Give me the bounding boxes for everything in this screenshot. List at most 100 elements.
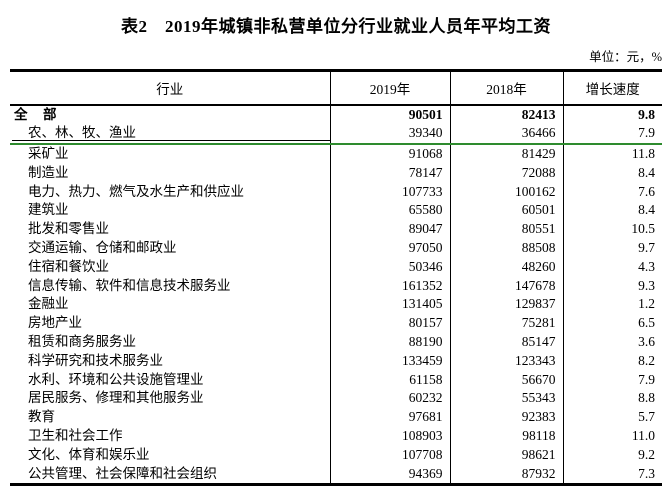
y2018-cell: 48260 <box>449 257 563 277</box>
y2018-cell: 92383 <box>449 408 563 428</box>
growth-cell: 8.2 <box>562 351 662 371</box>
growth-cell: 11.8 <box>562 144 662 164</box>
growth-cell: 5.7 <box>562 408 662 428</box>
industry-cell: 文化、体育和娱乐业 <box>28 446 150 462</box>
table-row: 租赁和商务服务业 88190 85147 3.6 <box>10 333 662 352</box>
table-row: 信息传输、软件和信息技术服务业 161352 147678 9.3 <box>10 276 662 296</box>
y2018-cell: 88508 <box>449 239 563 258</box>
y2018-cell: 36466 <box>449 124 563 146</box>
industry-cell: 科学研究和技术服务业 <box>28 352 163 368</box>
table-row: 采矿业 91068 81429 11.8 <box>10 144 662 164</box>
growth-cell: 1.2 <box>562 295 662 315</box>
industry-cell: 卫生和社会工作 <box>28 428 123 444</box>
y2018-cell: 72088 <box>449 163 563 183</box>
growth-cell: 8.8 <box>562 389 662 409</box>
table-row: 卫生和社会工作 108903 98118 11.0 <box>10 427 662 446</box>
y2019-cell: 88190 <box>329 333 450 352</box>
y2018-cell: 87932 <box>449 464 563 485</box>
growth-cell: 7.3 <box>562 464 662 485</box>
table-row: 房地产业 80157 75281 6.5 <box>10 314 662 334</box>
table-row: 教育 97681 92383 5.7 <box>10 408 662 428</box>
growth-cell: 8.4 <box>562 163 662 183</box>
growth-cell: 9.3 <box>562 276 662 296</box>
industry-cell: 房地产业 <box>28 315 82 331</box>
table-row: 全 部 90501 82413 9.8 <box>10 104 662 125</box>
y2019-cell: 89047 <box>329 220 450 240</box>
column-header-3: 增长速度 <box>562 70 662 106</box>
y2018-cell: 123343 <box>449 351 563 371</box>
table-row: 金融业 131405 129837 1.2 <box>10 295 662 315</box>
industry-cell: 电力、热力、燃气及水生产和供应业 <box>28 183 244 199</box>
growth-cell: 10.5 <box>562 220 662 240</box>
industry-cell: 金融业 <box>28 296 69 312</box>
growth-cell: 7.6 <box>562 182 662 202</box>
y2019-cell: 80157 <box>329 314 450 334</box>
y2019-cell: 61158 <box>329 370 450 390</box>
y2018-cell: 100162 <box>449 182 563 202</box>
industry-cell: 水利、环境和公共设施管理业 <box>28 371 204 387</box>
table-row: 科学研究和技术服务业 133459 123343 8.2 <box>10 351 662 371</box>
growth-cell: 8.4 <box>562 201 662 221</box>
y2018-cell: 55343 <box>449 389 563 409</box>
y2018-cell: 129837 <box>449 295 563 315</box>
growth-cell: 11.0 <box>562 427 662 446</box>
y2019-cell: 107708 <box>329 445 450 465</box>
y2019-cell: 91068 <box>329 144 450 164</box>
industry-cell: 教育 <box>28 409 55 425</box>
growth-cell: 7.9 <box>562 124 662 146</box>
table-header-row: 行业 2019年 2018年 增长速度 <box>10 70 662 106</box>
industry-cell: 农、林、牧、渔业 <box>10 124 330 146</box>
y2019-cell: 108903 <box>329 427 450 446</box>
y2019-cell: 90501 <box>329 104 450 125</box>
table-row: 制造业 78147 72088 8.4 <box>10 163 662 183</box>
y2018-cell: 98118 <box>449 427 563 446</box>
y2019-cell: 161352 <box>329 276 450 296</box>
y2019-cell: 94369 <box>329 464 450 485</box>
industry-cell: 制造业 <box>28 164 69 180</box>
industry-cell: 公共管理、社会保障和社会组织 <box>28 465 217 481</box>
y2019-cell: 39340 <box>329 124 450 146</box>
table-row: 水利、环境和公共设施管理业 61158 56670 7.9 <box>10 370 662 390</box>
table-row: 交通运输、仓储和邮政业 97050 88508 9.7 <box>10 239 662 258</box>
column-header-1: 2019年 <box>329 70 450 106</box>
table-row: 住宿和餐饮业 50346 48260 4.3 <box>10 257 662 277</box>
y2019-cell: 97681 <box>329 408 450 428</box>
table-row: 文化、体育和娱乐业 107708 98621 9.2 <box>10 445 662 465</box>
y2018-cell: 85147 <box>449 333 563 352</box>
growth-cell: 9.8 <box>562 104 662 125</box>
column-header-2: 2018年 <box>449 70 563 106</box>
y2018-cell: 56670 <box>449 370 563 390</box>
y2019-cell: 107733 <box>329 182 450 202</box>
y2018-cell: 98621 <box>449 445 563 465</box>
table-row: 公共管理、社会保障和社会组织 94369 87932 7.3 <box>10 464 662 485</box>
column-header-0: 行业 <box>10 70 330 106</box>
table-row: 批发和零售业 89047 80551 10.5 <box>10 220 662 240</box>
table-row: 居民服务、修理和其他服务业 60232 55343 8.8 <box>10 389 662 409</box>
growth-cell: 9.2 <box>562 445 662 465</box>
table-row: 建筑业 65580 60501 8.4 <box>10 201 662 221</box>
y2018-cell: 80551 <box>449 220 563 240</box>
y2019-cell: 133459 <box>329 351 450 371</box>
y2018-cell: 147678 <box>449 276 563 296</box>
y2019-cell: 60232 <box>329 389 450 409</box>
wage-table: 行业 2019年 2018年 增长速度 全 部 90501 82413 9.8 农、林、牧、渔… <box>10 69 662 487</box>
industry-cell: 租赁和商务服务业 <box>28 334 136 350</box>
growth-cell: 4.3 <box>562 257 662 277</box>
industry-cell: 居民服务、修理和其他服务业 <box>28 390 204 406</box>
y2019-cell: 50346 <box>329 257 450 277</box>
table-title: 表2 2019年城镇非私营单位分行业就业人员年平均工资 <box>121 17 551 36</box>
y2019-cell: 97050 <box>329 239 450 258</box>
industry-cell: 采矿业 <box>28 146 69 162</box>
unit-label: 单位：元，% <box>589 50 662 64</box>
industry-cell: 交通运输、仓储和邮政业 <box>28 240 177 256</box>
table-row: 农、林、牧、渔业 39340 36466 7.9 <box>10 124 662 146</box>
y2018-cell: 60501 <box>449 201 563 221</box>
industry-cell: 批发和零售业 <box>28 221 109 237</box>
industry-cell: 全 部 <box>14 106 58 122</box>
y2018-cell: 82413 <box>449 104 563 125</box>
industry-cell: 建筑业 <box>28 202 69 218</box>
y2019-cell: 131405 <box>329 295 450 315</box>
y2019-cell: 65580 <box>329 201 450 221</box>
table-row: 电力、热力、燃气及水生产和供应业 107733 100162 7.6 <box>10 182 662 202</box>
